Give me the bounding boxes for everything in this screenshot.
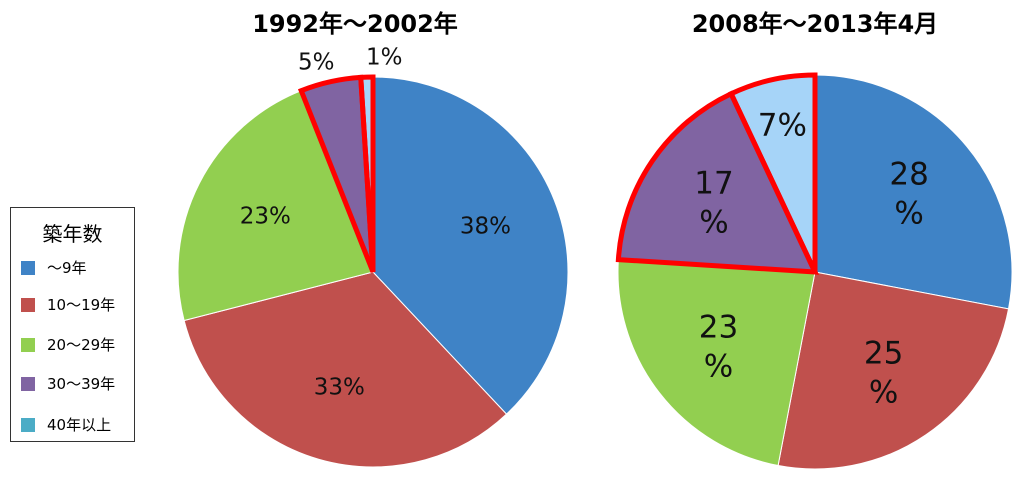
data-label: 33%: [313, 374, 365, 401]
legend-swatch: [21, 376, 35, 391]
legend-swatch: [21, 417, 35, 432]
data-label: 17 %: [694, 165, 734, 241]
data-label: 25 %: [863, 335, 904, 411]
legend-item: 20～29年: [21, 334, 115, 355]
legend-label: ～9年: [47, 259, 87, 277]
highlight-outline: [615, 90, 820, 275]
legend-label: 30～39年: [47, 375, 116, 393]
data-label: 23%: [239, 203, 291, 230]
legend-swatch: [21, 260, 35, 275]
legend-item: 30～39年: [21, 373, 115, 394]
legend-item: 40年以上: [21, 414, 111, 435]
pie-slice: [617, 259, 816, 467]
legend-swatch: [21, 337, 35, 352]
pie-slice: [372, 76, 569, 415]
chart-title: 2008年～2013年4月: [691, 10, 939, 38]
legend-title: 築年数: [42, 222, 103, 246]
pie-slice: [177, 90, 374, 322]
legend-label: 40年以上: [47, 416, 112, 434]
legend-item: ～9年: [21, 257, 87, 278]
pie-slice: [183, 271, 508, 468]
data-label: 7%: [757, 107, 807, 144]
chart-title: 1992年～2002年: [252, 10, 458, 38]
data-label: 23 %: [698, 309, 739, 384]
data-label: 28 %: [889, 156, 929, 232]
legend-swatch: [21, 297, 35, 312]
legend-label: 20～29年: [47, 336, 116, 354]
data-label: 38%: [459, 214, 511, 241]
pie-slice: [814, 74, 1013, 310]
legend-item: 10～19年: [21, 294, 115, 315]
highlight-outline: [358, 74, 376, 273]
pie-slice: [777, 271, 1010, 470]
legend-label: 10～19年: [47, 296, 116, 314]
data-label: 5%: [297, 49, 335, 76]
highlight-outline: [727, 72, 818, 274]
legend: 築年数 ～9年 10～19年 20～29年 30～39年 40年以上: [10, 207, 135, 442]
data-label: 1%: [366, 44, 403, 71]
